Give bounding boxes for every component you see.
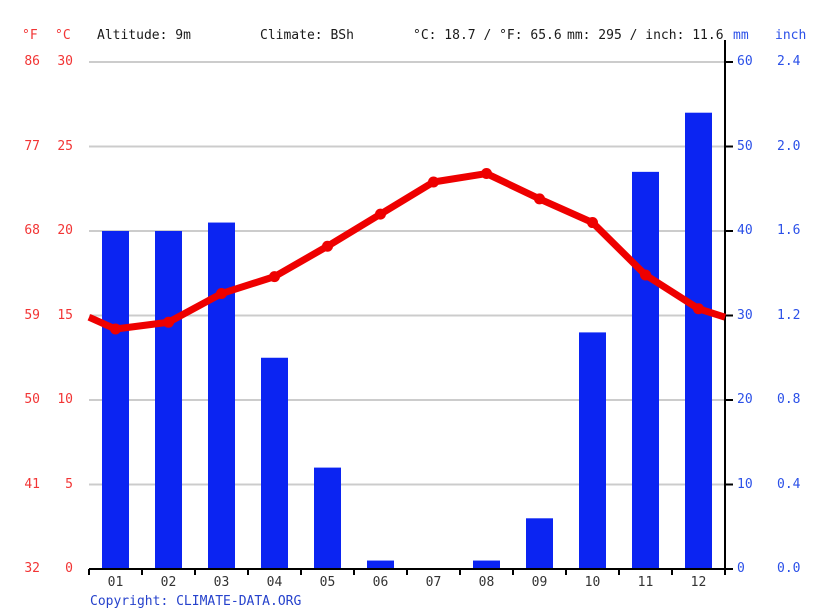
fahrenheit-tick-label: 50 <box>24 392 40 407</box>
precipitation-bar <box>473 560 500 569</box>
celsius-unit-header: °C <box>55 28 71 43</box>
mm-tick-label: 0 <box>737 561 745 576</box>
altitude-label: Altitude: 9m <box>97 28 191 43</box>
month-label: 09 <box>531 575 548 590</box>
month-label: 02 <box>160 575 177 590</box>
mm-tick-label: 10 <box>737 476 753 492</box>
celsius-tick-label: 20 <box>57 223 73 238</box>
precipitation-bar <box>579 332 606 569</box>
temperature-point <box>375 208 386 220</box>
inch-tick-label: 0.0 <box>777 561 801 576</box>
celsius-tick-label: 10 <box>57 392 73 407</box>
celsius-tick-label: 25 <box>57 138 73 154</box>
month-label: 12 <box>690 575 707 590</box>
annual-precip-label: mm: 295 / inch: 11.6 <box>567 28 724 43</box>
fahrenheit-tick-label: 77 <box>24 138 40 154</box>
month-label: 04 <box>266 575 283 590</box>
temperature-point <box>587 217 598 229</box>
climate-type-label: Climate: BSh <box>260 28 354 43</box>
month-label: 01 <box>107 575 124 590</box>
celsius-tick-label: 5 <box>65 476 73 492</box>
precipitation-bar <box>208 222 235 570</box>
fahrenheit-tick-label: 59 <box>24 307 40 323</box>
mm-tick-label: 20 <box>737 392 753 407</box>
inch-tick-label: 2.4 <box>777 54 801 69</box>
temperature-point <box>693 303 704 315</box>
mean-temperature-label: °C: 18.7 / °F: 65.6 <box>413 28 562 43</box>
temperature-point <box>428 176 439 188</box>
mm-tick-label: 60 <box>737 54 753 69</box>
month-label: 06 <box>372 575 389 590</box>
temperature-point <box>481 168 492 180</box>
precipitation-bar <box>632 171 659 569</box>
celsius-tick-label: 30 <box>57 54 73 69</box>
mm-tick-label: 50 <box>737 138 753 154</box>
temperature-point <box>110 323 121 335</box>
copyright-prefix: Copyright: <box>90 594 177 609</box>
inch-tick-label: 1.2 <box>777 307 801 323</box>
month-label: 11 <box>637 575 654 590</box>
celsius-tick-label: 0 <box>65 561 73 576</box>
temperature-point <box>640 269 651 281</box>
fahrenheit-tick-label: 68 <box>24 223 40 238</box>
copyright-line: Copyright: CLIMATE-DATA.ORG <box>90 594 301 609</box>
inch-unit-header: inch <box>775 28 807 43</box>
precipitation-bar <box>314 467 341 569</box>
inch-tick-label: 0.4 <box>777 476 801 492</box>
temperature-point <box>322 240 333 252</box>
fahrenheit-unit-header: °F <box>22 28 38 43</box>
precipitation-bar <box>261 357 288 569</box>
fahrenheit-tick-label: 32 <box>24 561 40 576</box>
temperature-line <box>87 170 727 333</box>
month-label: 07 <box>425 575 442 590</box>
temperature-point <box>163 316 174 328</box>
celsius-tick-label: 15 <box>57 307 73 323</box>
inch-tick-label: 1.6 <box>777 223 801 238</box>
month-label: 05 <box>319 575 336 590</box>
temperature-point <box>216 288 227 300</box>
precipitation-bar <box>102 231 129 569</box>
temperature-point <box>269 271 280 283</box>
precipitation-bar <box>367 560 394 569</box>
precipitation-bar <box>526 518 553 569</box>
mm-unit-header: mm <box>733 28 749 43</box>
inch-tick-label: 0.8 <box>777 392 801 407</box>
month-label: 08 <box>478 575 495 590</box>
month-label: 10 <box>584 575 601 590</box>
fahrenheit-tick-label: 86 <box>24 54 40 69</box>
inch-tick-label: 2.0 <box>777 138 801 154</box>
precipitation-bar <box>685 112 712 569</box>
precipitation-bar <box>155 231 182 569</box>
mm-tick-label: 40 <box>737 223 753 238</box>
month-label: 03 <box>213 575 230 590</box>
mm-tick-label: 30 <box>737 307 753 323</box>
fahrenheit-tick-label: 41 <box>24 476 40 492</box>
temperature-point <box>534 193 545 205</box>
climate-data-link[interactable]: CLIMATE-DATA.ORG <box>176 594 302 609</box>
